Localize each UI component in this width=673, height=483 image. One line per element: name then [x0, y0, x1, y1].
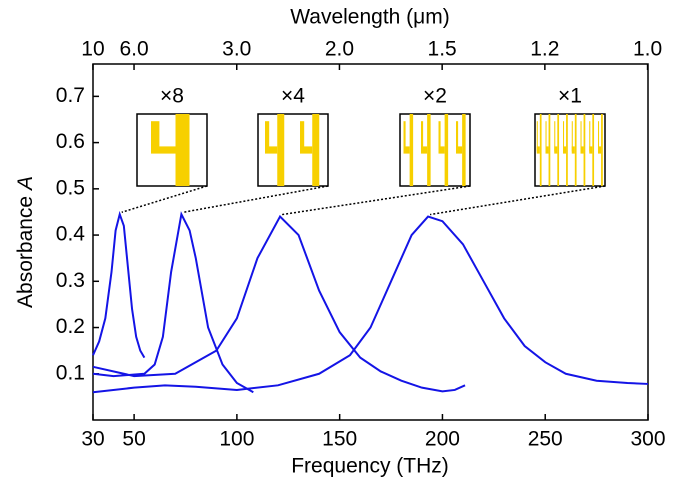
- inset-stripe: [574, 114, 577, 186]
- inset-hook: [571, 146, 575, 154]
- inset-hook: [421, 121, 424, 152]
- inset-stripe: [409, 114, 414, 186]
- x2-axis-title: Wavelength (μm): [290, 6, 450, 29]
- inset-stripe: [557, 114, 560, 186]
- inset-stripe: [566, 114, 568, 186]
- x2-tick-label: 10: [81, 38, 104, 61]
- inset: [136, 113, 208, 187]
- inset-hook: [265, 146, 278, 154]
- inset-hook: [456, 121, 459, 152]
- inset-hook: [265, 121, 270, 152]
- inset-hook: [589, 146, 593, 154]
- y-axis-symbol: A: [14, 176, 37, 192]
- inset-hook: [403, 121, 406, 152]
- inset-hook: [151, 121, 160, 152]
- inset-hook: [300, 146, 313, 154]
- inset-hook: [438, 146, 445, 154]
- x-tick-label: 50: [122, 428, 145, 451]
- inset-hook: [536, 146, 540, 154]
- series-line: [92, 214, 466, 393]
- leader-line: [429, 185, 606, 216]
- inset-hook: [563, 146, 567, 154]
- x2-tick-label: 1.0: [633, 38, 662, 61]
- inset-hook: [580, 146, 584, 154]
- x2-tick-label: 2.0: [325, 38, 354, 61]
- x-tick-label: 300: [630, 428, 665, 451]
- inset-stripe: [583, 114, 586, 186]
- y-axis-title-text: Absorbance: [14, 196, 37, 308]
- inset-hook: [563, 121, 565, 152]
- y-tick-label: 0.7: [56, 84, 85, 107]
- inset-stripe: [312, 114, 320, 186]
- y-tick-label: 0.2: [56, 315, 85, 338]
- x2-tick-label: 6.0: [119, 38, 148, 61]
- x-tick-label: 250: [528, 428, 563, 451]
- leader-line: [281, 185, 471, 216]
- x2-tick-label: 1.2: [530, 38, 559, 61]
- inset: [534, 113, 606, 187]
- inset-label: ×8: [160, 85, 184, 108]
- series-line: [92, 215, 649, 394]
- inset-stripe: [175, 114, 190, 186]
- inset-hook: [571, 121, 573, 152]
- inset-hook: [554, 121, 556, 152]
- inset-hook: [403, 146, 410, 154]
- inset-hook: [438, 121, 441, 152]
- inset-label: ×4: [281, 85, 305, 108]
- inset-stripe: [592, 114, 595, 186]
- x-tick-label: 30: [81, 428, 104, 451]
- leader-line: [121, 185, 208, 213]
- inset-hook: [151, 146, 176, 154]
- inset-hook: [598, 121, 600, 152]
- series-line: [92, 211, 254, 394]
- x2-tick-label: 1.5: [428, 38, 457, 61]
- x-axis-title: Frequency (THz): [291, 455, 449, 478]
- inset-hook: [536, 121, 538, 152]
- x-tick-label: 100: [219, 428, 254, 451]
- inset-stripe: [462, 114, 466, 186]
- inset-hook: [554, 146, 558, 154]
- series-line: [92, 210, 146, 359]
- x2-tick-label: 3.0: [222, 38, 251, 61]
- x-tick-label: 200: [425, 428, 460, 451]
- y-axis-title: Absorbance A: [14, 176, 37, 308]
- y-tick-label: 0.5: [56, 176, 85, 199]
- y-tick-label: 0.1: [56, 361, 85, 384]
- inset-hook: [589, 121, 591, 152]
- inset-stripe: [548, 114, 551, 186]
- inset-hook: [421, 146, 428, 154]
- inset-label: ×1: [558, 85, 582, 108]
- inset-stripe: [427, 114, 431, 186]
- inset-stripe: [539, 114, 542, 186]
- x-tick-label: 150: [322, 428, 357, 451]
- inset: [399, 113, 471, 187]
- inset-hook: [580, 121, 582, 152]
- inset-hook: [300, 121, 305, 152]
- y-tick-label: 0.6: [56, 130, 85, 153]
- leader-line: [183, 185, 329, 213]
- plot-frame: [92, 63, 649, 421]
- inset-hook: [545, 146, 549, 154]
- inset-stripe: [444, 114, 449, 186]
- inset-hook: [598, 146, 602, 154]
- inset: [257, 113, 329, 187]
- inset-hook: [456, 146, 463, 154]
- y-tick-label: 0.4: [56, 223, 86, 246]
- inset-label: ×2: [423, 85, 447, 108]
- inset-stripe: [601, 114, 603, 186]
- y-tick-label: 0.3: [56, 269, 85, 292]
- inset-hook: [545, 121, 547, 152]
- inset-stripe: [277, 114, 285, 186]
